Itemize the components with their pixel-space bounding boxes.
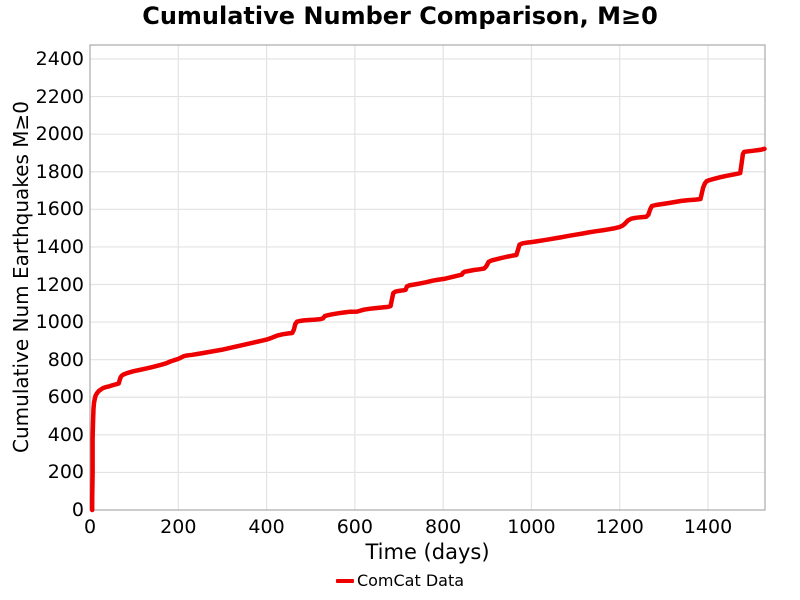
y-tick-label: 1600 [35,198,84,221]
x-tick-label: 0 [83,516,97,538]
x-axis-label: Time (days) [365,540,490,564]
plot-frame [89,44,766,511]
x-tick-label: 1400 [683,516,733,538]
y-tick-label: 0 [71,499,84,521]
x-tick-label: 1000 [507,516,556,538]
y-tick-label: 2400 [35,48,84,70]
chart-title: Cumulative Number Comparison, M≥0 [142,2,658,30]
x-tick-label: 1200 [595,516,644,538]
y-tick-label: 2000 [35,123,84,146]
y-tick-label: 1200 [35,273,84,296]
grid-layer [90,45,765,510]
x-tick-label: 200 [160,516,197,538]
legend-label: ComCat Data [356,571,465,590]
legend-line-swatch [335,579,354,583]
comcat-line [89,146,767,513]
y-tick-label: 1400 [35,235,84,258]
y-tick-label: 200 [47,461,84,484]
x-tick-label: 600 [336,516,373,538]
y-tick-label: 1000 [35,311,84,334]
legend: ComCat Data [335,571,465,591]
y-tick-label: 1800 [35,160,84,183]
y-tick-label: 400 [47,423,84,446]
x-tick-label: 400 [248,516,285,538]
y-tick-label: 2200 [35,85,84,108]
y-tick-label: 800 [47,348,84,371]
y-tick-label: 600 [47,386,84,409]
x-tick-label: 800 [425,516,462,538]
